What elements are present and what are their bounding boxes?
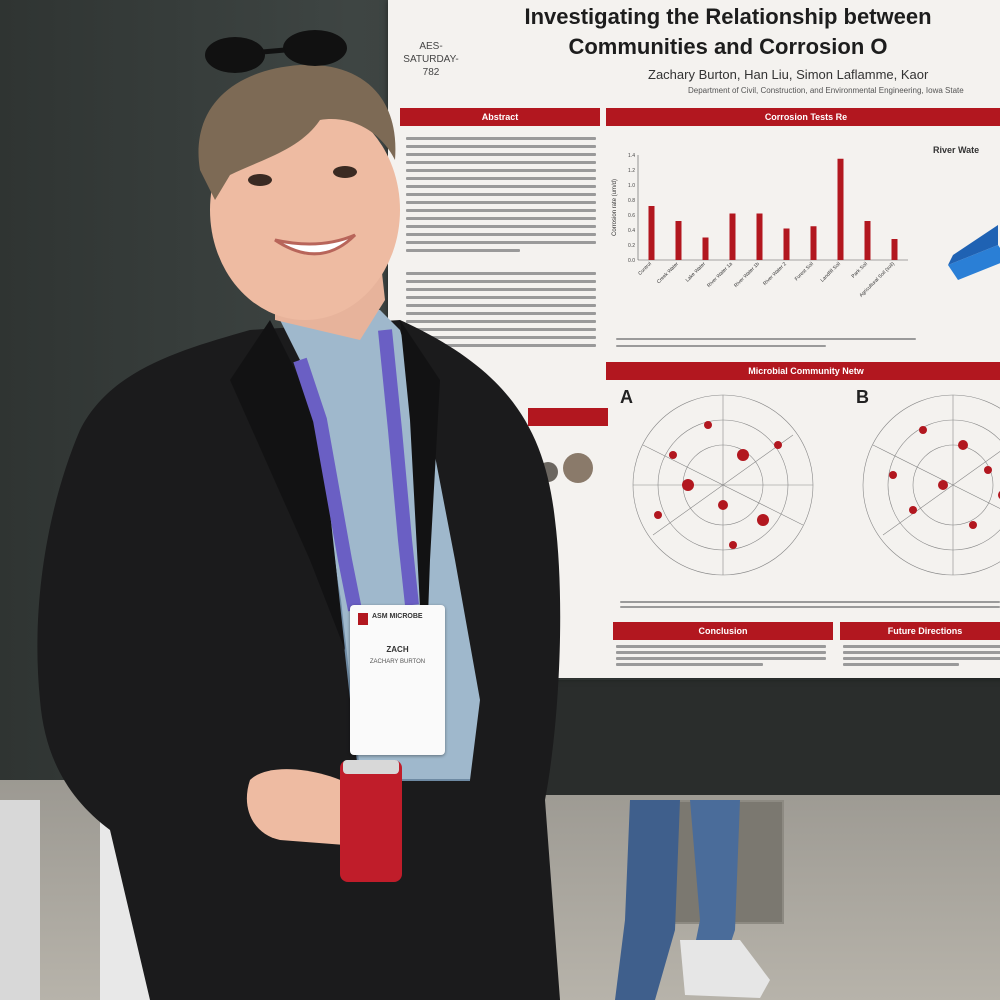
y-tick-label: 0.4 bbox=[628, 228, 635, 234]
bar bbox=[783, 228, 790, 260]
bar bbox=[702, 237, 709, 260]
badge-org: ASM MICROBE bbox=[372, 613, 423, 620]
y-tick-label: 0.0 bbox=[628, 258, 635, 264]
bar bbox=[864, 221, 871, 260]
future-directions-header: Future Directions bbox=[840, 622, 1000, 640]
poster-title-line2: Communities and Corrosion O bbox=[568, 34, 888, 59]
network-caption bbox=[620, 598, 1000, 611]
y-tick-label: 1.0 bbox=[628, 183, 635, 189]
chart-ylabel: Corrosion rate (um/d) bbox=[612, 179, 618, 236]
future-directions-text bbox=[843, 642, 1000, 669]
badge-first-name: ZACH bbox=[386, 645, 409, 654]
conclusion-header: Conclusion bbox=[613, 622, 833, 640]
bar bbox=[837, 158, 844, 260]
name-badge: ASM MICROBE ZACH ZACHARY BURTON bbox=[350, 605, 445, 755]
badge-full-name: ZACHARY BURTON bbox=[369, 659, 426, 665]
y-tick-label: 0.8 bbox=[628, 198, 635, 204]
corrosion-bar-chart: Corrosion rate (um/d) 0.0 0.2 0.4 0.6 0.8 1.0 1… bbox=[612, 153, 908, 299]
bar bbox=[810, 226, 817, 260]
session-code: AES-SATURDAY-782 bbox=[403, 41, 459, 78]
poster-affiliation: Department of Civil, Construction, and E… bbox=[688, 86, 964, 95]
abstract-text bbox=[406, 132, 596, 352]
y-tick-label: 0.2 bbox=[628, 243, 635, 249]
corrosion-results-header: Corrosion Tests Re bbox=[606, 108, 1000, 126]
methods-header bbox=[528, 408, 608, 426]
abstract-header: Abstract bbox=[400, 108, 600, 126]
poster-authors: Zachary Burton, Han Liu, Simon Laflamme,… bbox=[648, 67, 929, 82]
soda-can bbox=[340, 760, 402, 882]
research-poster: Investigating the Relationship between C… bbox=[388, 0, 1000, 678]
background-person-left bbox=[0, 800, 40, 1000]
y-tick-label: 1.4 bbox=[628, 153, 635, 159]
conclusion-text bbox=[616, 642, 826, 669]
poster-title: Investigating the Relationship between C… bbox=[448, 2, 1000, 62]
bar bbox=[675, 221, 682, 260]
asm-logo-icon bbox=[358, 613, 368, 625]
poster-title-line1: Investigating the Relationship between bbox=[524, 4, 932, 29]
bar bbox=[648, 206, 655, 260]
network-b-label: B bbox=[856, 387, 869, 407]
sunglasses-icon bbox=[205, 30, 347, 73]
river-water-label: River Wate bbox=[933, 145, 980, 155]
background-person-legs bbox=[615, 800, 770, 1000]
y-tick-label: 0.6 bbox=[628, 213, 635, 219]
figure-caption bbox=[616, 333, 916, 352]
y-tick-label: 1.2 bbox=[628, 168, 635, 174]
surface-plot bbox=[948, 225, 1000, 280]
bar bbox=[756, 213, 763, 260]
microbial-network-header: Microbial Community Netw bbox=[606, 362, 1000, 380]
bar bbox=[729, 213, 736, 260]
network-a-label: A bbox=[620, 387, 633, 407]
bar bbox=[891, 239, 898, 260]
